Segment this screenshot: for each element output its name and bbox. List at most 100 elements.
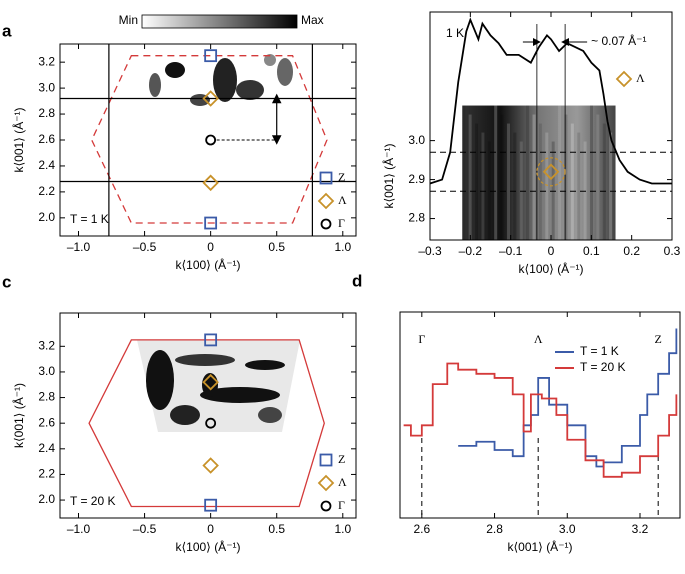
annotation: T = 1 K (70, 212, 109, 226)
point-label: Γ (418, 332, 425, 346)
streak (564, 114, 568, 240)
y-tick-label: 3.2 (38, 54, 55, 68)
marker-diamond (542, 163, 560, 181)
legend-symbol (317, 474, 335, 492)
marker-diamond (202, 174, 219, 192)
legend-label: Γ (338, 216, 345, 230)
streak (609, 132, 613, 240)
legend-label: T = 1 K (580, 344, 619, 358)
image-streaks (462, 105, 613, 241)
x-tick-label: 2.6 (413, 522, 430, 536)
marker-diamond (202, 457, 219, 474)
marker-square (204, 333, 218, 347)
x-axis-label: k⟨001⟩ (Å⁻¹) (507, 539, 572, 554)
x-tick-label: 0 (207, 522, 214, 536)
y-tick-label: 2.8 (408, 211, 425, 225)
legend-symbol (320, 218, 332, 230)
streak (506, 123, 510, 240)
series-line (403, 362, 678, 478)
y-tick-label: 2.4 (38, 158, 55, 172)
streak (487, 141, 491, 240)
streak (513, 132, 517, 240)
streak (551, 141, 555, 240)
y-tick-label: 2.6 (38, 415, 55, 429)
y-axis-label: k⟨001⟩ (Å⁻¹) (381, 143, 396, 208)
point-label: Λ (534, 332, 543, 346)
x-axis-label: k⟨100⟩ (Å⁻¹) (518, 261, 583, 276)
y-tick-label: 2.4 (38, 441, 55, 455)
streak (545, 132, 549, 240)
streak (475, 123, 479, 240)
profile-line (429, 17, 672, 185)
temperature-label: 1 K (446, 26, 464, 40)
x-tick-label: –1.0 (67, 240, 91, 254)
x-tick-label: –0.3 (418, 244, 442, 258)
legend-label: Λ (636, 71, 645, 85)
marker-square (204, 498, 218, 512)
plot-frame (59, 312, 357, 519)
panel-letter: d (352, 271, 362, 290)
image-region (462, 105, 616, 241)
streak (602, 123, 606, 240)
streak (577, 132, 581, 240)
streak (532, 114, 536, 240)
x-tick-label: –0.5 (133, 240, 157, 254)
x-tick-label: –0.5 (133, 522, 157, 536)
streak (526, 105, 530, 241)
series-line (458, 328, 678, 468)
y-tick-label: 3.0 (38, 364, 55, 378)
legend-symbol (319, 171, 333, 185)
legend-label: Z (338, 452, 345, 466)
streak (538, 123, 542, 240)
x-tick-label: 1.0 (334, 522, 351, 536)
colorbar-label: Min (119, 13, 138, 27)
y-tick-label: 3.0 (408, 133, 425, 147)
streak (481, 132, 485, 240)
legend-label: Z (338, 170, 345, 184)
annotation: T = 20 K (70, 494, 115, 508)
y-tick-label: 3.0 (38, 80, 55, 94)
x-tick-label: 1.0 (334, 240, 351, 254)
marker-diamond (202, 373, 219, 391)
y-tick-label: 2.0 (38, 492, 55, 506)
highlight-circle (536, 157, 566, 187)
map-texture-c (137, 340, 300, 432)
y-tick-label: 2.2 (38, 184, 55, 198)
x-tick-label: 3.2 (632, 522, 649, 536)
y-tick-label: 3.2 (38, 338, 55, 352)
y-tick-label: 2.8 (38, 106, 55, 120)
colorbar (141, 14, 298, 29)
x-axis-label: k⟨100⟩ (Å⁻¹) (175, 257, 240, 272)
marker-circle (205, 417, 217, 429)
zone-boundary (90, 55, 328, 224)
legend-label: Λ (338, 475, 347, 489)
legend-symbol (615, 70, 633, 88)
y-axis-label: k⟨001⟩ (Å⁻¹) (11, 383, 26, 448)
x-tick-label: 0 (548, 244, 555, 258)
legend-label: Γ (338, 498, 345, 512)
panel-letter: c (2, 272, 11, 291)
y-axis-label: k⟨001⟩ (Å⁻¹) (11, 107, 26, 172)
streak (462, 105, 466, 241)
y-tick-label: 2.2 (38, 467, 55, 481)
colorbar-label: Max (301, 13, 324, 27)
streak (519, 141, 523, 240)
legend-label: Λ (338, 193, 347, 207)
y-tick-label: 2.9 (408, 172, 425, 186)
point-label: Z (655, 332, 662, 346)
x-tick-label: 0 (207, 240, 214, 254)
x-tick-label: 0.3 (664, 244, 681, 258)
legend-symbol (317, 192, 335, 210)
legend-symbol (319, 453, 333, 467)
marker-square (204, 49, 218, 63)
streak (494, 105, 498, 241)
y-tick-label: 2.0 (38, 210, 55, 224)
marker-diamond (202, 90, 219, 107)
x-tick-label: –0.1 (499, 244, 523, 258)
y-tick-label: 2.6 (38, 132, 55, 146)
streak (570, 123, 574, 240)
plot-frame (59, 43, 357, 237)
y-tick-label: 2.8 (38, 390, 55, 404)
x-tick-label: 2.8 (486, 522, 503, 536)
